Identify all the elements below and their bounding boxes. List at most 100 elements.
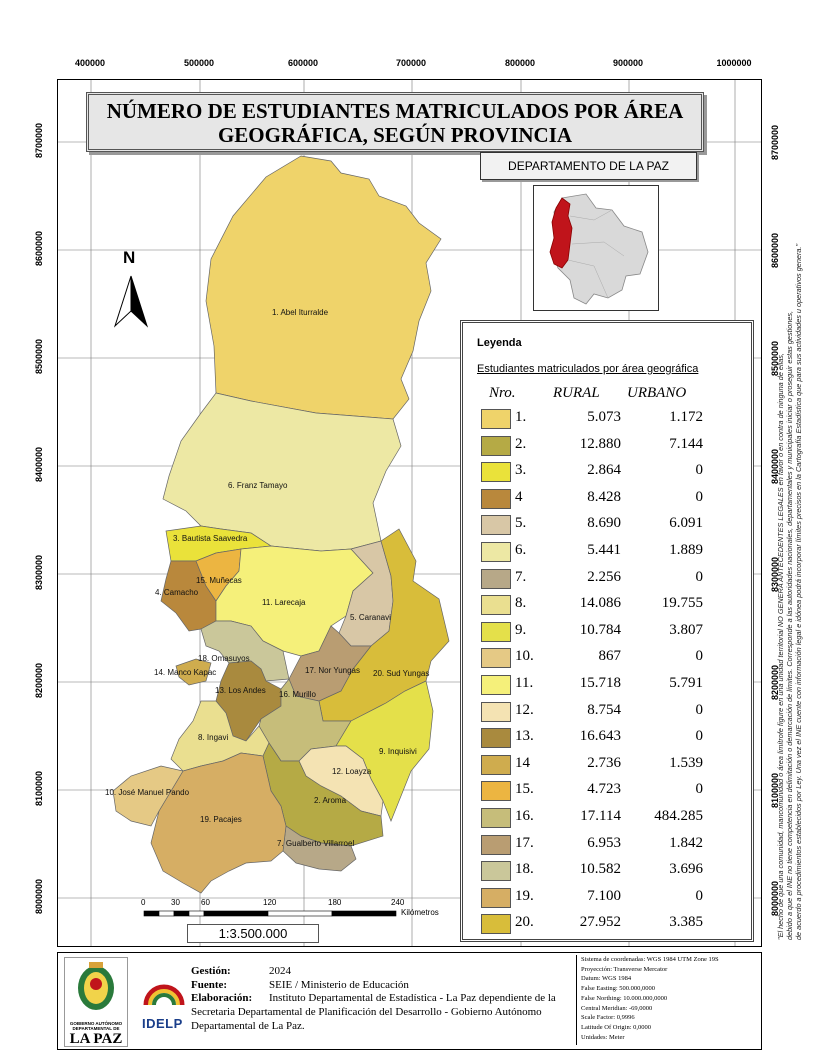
province-abel-iturralde: [205, 155, 442, 420]
legend-urbano: 3.696: [669, 861, 703, 878]
elaboracion-key: Elaboración:: [191, 992, 253, 1004]
label-abel-iturralde: 1. Abel Iturralde: [272, 308, 329, 317]
inset-la-paz: [549, 197, 573, 269]
coordinate-system-info: Sistema de coordenadas: WGS 1984 UTM Zon…: [576, 955, 763, 1045]
legend-number: 15.: [515, 781, 534, 798]
legend-row: 1. 5.073 1.172: [463, 405, 751, 431]
legend-urbano: 0: [695, 648, 704, 665]
north-label: N: [123, 248, 136, 267]
scale-bar-graphic: [143, 910, 397, 917]
legend-rural: 2.864: [587, 462, 621, 479]
legend-row: 11. 15.718 5.791: [463, 671, 751, 697]
legend-swatch: [481, 515, 511, 536]
coord-line: Unidades: Meter: [581, 1033, 625, 1041]
label-larecaja: 11. Larecaja: [262, 598, 306, 607]
inset-map: [533, 185, 659, 311]
y-tick-left-8700000: 8700000: [34, 122, 44, 158]
legend-number: 2.: [515, 435, 527, 452]
legend-row: 15. 4.723 0: [463, 777, 751, 803]
legend-rural: 5.441: [587, 542, 621, 558]
legend-number: 9.: [515, 621, 527, 638]
province-omasuyos: [200, 620, 290, 682]
legend-col-urban: URBANO: [627, 385, 687, 401]
gestion-key: Gestión:: [191, 965, 231, 977]
fuente-key: Fuente:: [191, 979, 228, 991]
legend-number: 3.: [515, 462, 527, 479]
coord-line: False Easting: 500.000,0000: [581, 985, 656, 993]
y-tick-left-8200000: 8200000: [34, 662, 44, 698]
label-pacajes: 19. Pacajes: [200, 815, 242, 824]
legend-swatch: [481, 542, 511, 562]
legend-col-num: Nro.: [489, 385, 516, 401]
label-loayza: 12. Loayza: [332, 767, 372, 776]
legend-rural: 2.736: [587, 754, 621, 771]
y-tick-left-8000000: 8000000: [34, 878, 44, 914]
x-tick-500000: 500000: [183, 58, 215, 68]
legend-number: 18.: [515, 861, 534, 878]
legend-swatch: [481, 887, 511, 908]
legend-rural: 8.690: [587, 515, 621, 532]
legend-swatch: [481, 701, 511, 722]
legend-urbano: 0: [695, 728, 704, 745]
map-title: NÚMERO DE ESTUDIANTES MATRICULADOS POR Á…: [86, 92, 704, 152]
legend-number: 4: [515, 488, 523, 505]
province-manco-kapac: [175, 658, 212, 686]
y-tick-left-8600000: 8600000: [34, 230, 44, 266]
legend-number: 5.: [515, 515, 527, 532]
legend-row: 3. 2.864 0: [463, 458, 751, 484]
footer: GOBIERNO AUTÓNOMO DEPARTAMENTAL DE LA PA…: [57, 952, 762, 1050]
scale-tick-60: 60: [201, 898, 210, 907]
x-tick-900000: 900000: [612, 58, 644, 68]
scale-tick-0: 0: [141, 898, 146, 907]
legend-row: 7. 2.256 0: [463, 565, 751, 591]
legend-heading: Leyenda: [477, 337, 522, 349]
legend-number: 8.: [515, 595, 527, 612]
y-tick-left-8500000: 8500000: [34, 338, 44, 374]
legend-urbano: 0: [695, 488, 704, 505]
disclaimer: "El hecho de que una comunidad, mancomun…: [776, 40, 803, 940]
legend-swatch: [481, 435, 511, 456]
x-tick-800000: 800000: [504, 58, 536, 68]
logo-text: GOBIERNO AUTÓNOMO DEPARTAMENTAL DE: [69, 1021, 123, 1031]
legend-rural: 15.718: [579, 675, 621, 691]
map-svg: [58, 80, 761, 946]
label-camacho: 4. Camacho: [155, 588, 199, 597]
legend-rural: 17.114: [580, 808, 621, 824]
scale-tick-180: 180: [328, 898, 342, 907]
idelp-text: IDELP: [142, 1016, 183, 1031]
label-jose-manuel-pando: 10. José Manuel Pando: [105, 788, 190, 797]
legend-number: 14: [515, 754, 530, 771]
legend-number: 6.: [515, 542, 527, 558]
legend-swatch: [481, 409, 511, 429]
legend-rural: 4.723: [587, 781, 621, 798]
label-aroma: 2. Aroma: [314, 796, 347, 805]
legend-rural: 12.880: [579, 435, 621, 452]
legend-urbano: 19.755: [661, 595, 703, 612]
coord-line: Datum: WGS 1984: [581, 975, 632, 983]
department-label: DEPARTAMENTO DE LA PAZ: [480, 152, 697, 180]
legend-urbano: 0: [695, 462, 704, 479]
legend-number: 13.: [515, 728, 534, 745]
legend-row: 9. 10.784 3.807: [463, 618, 751, 644]
legend-row: 4 8.428 0: [463, 485, 751, 511]
legend-swatch: [481, 462, 511, 483]
y-tick-left-8100000: 8100000: [34, 770, 44, 806]
scale-tick-30: 30: [171, 898, 180, 907]
legend-urbano: 6.091: [669, 515, 703, 532]
legend-swatch: [481, 595, 511, 616]
legend-row: 6. 5.441 1.889: [463, 538, 751, 564]
legend-rural: 867: [598, 648, 622, 665]
label-franz-tamayo: 6. Franz Tamayo: [228, 481, 288, 490]
legend-swatch: [481, 914, 511, 935]
label-munecas: 15. Muñecas: [196, 576, 242, 585]
gobierno-logo: GOBIERNO AUTÓNOMO DEPARTAMENTAL DE LA PA…: [64, 957, 128, 1047]
legend-urbano: 3.385: [669, 914, 703, 931]
legend-swatch: [481, 621, 511, 642]
legend-rural: 7.100: [587, 887, 621, 904]
label-bautista-saavedra: 3. Bautista Saavedra: [173, 534, 248, 543]
x-tick-1000000: 1000000: [716, 58, 752, 68]
legend-urbano: 0: [695, 568, 704, 585]
legend-rural: 10.582: [579, 861, 621, 878]
legend-rural: 8.754: [587, 701, 621, 718]
scale-tick-240: 240: [391, 898, 405, 907]
